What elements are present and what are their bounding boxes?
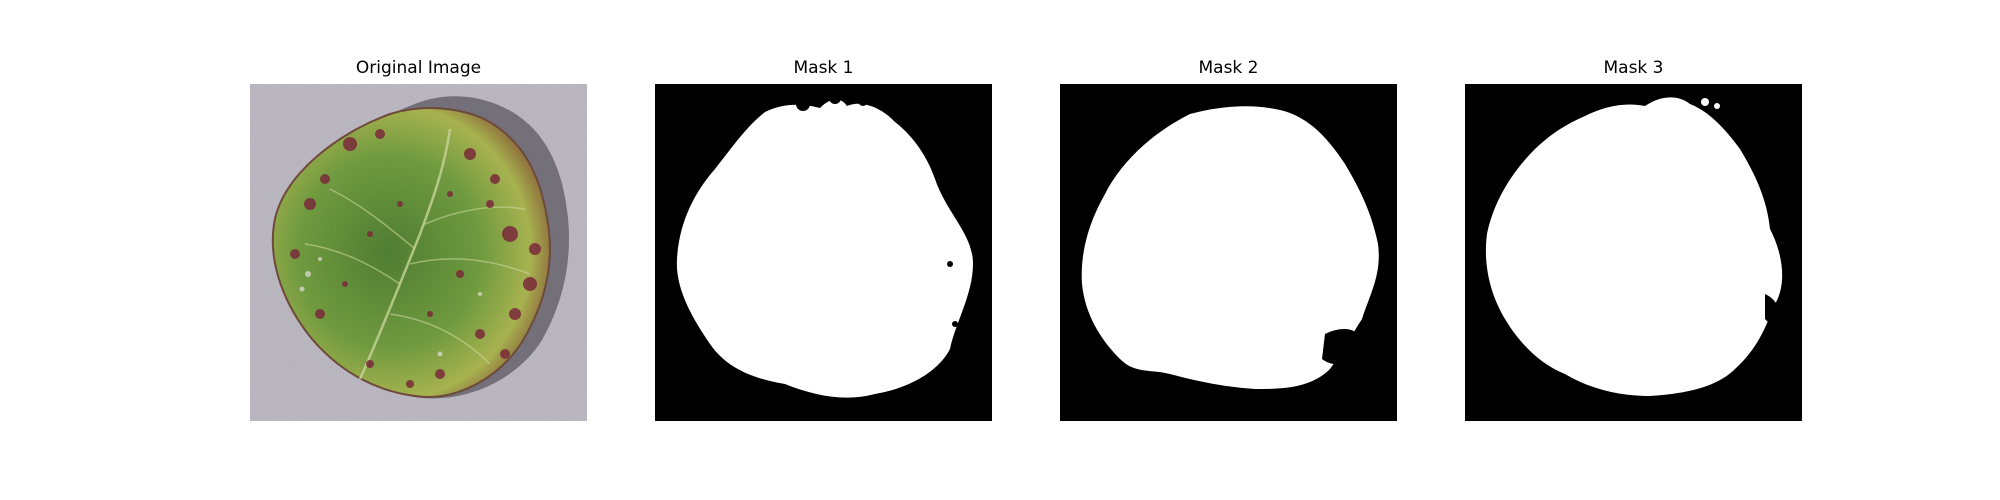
mask-1-image — [655, 84, 992, 421]
mask-1-title: Mask 1 — [793, 58, 854, 78]
mask-3-title: Mask 3 — [1603, 58, 1664, 78]
mask-2-image — [1060, 84, 1397, 421]
original-image-title: Original Image — [355, 58, 482, 78]
mask-1-panel — [655, 84, 992, 421]
mask-2-title: Mask 2 — [1198, 58, 1259, 78]
leaf-photo — [250, 84, 587, 421]
mask-3-image — [1465, 84, 1802, 421]
mask-3-panel — [1465, 84, 1802, 421]
mask-2-panel — [1060, 84, 1397, 421]
original-image-panel — [250, 84, 587, 421]
